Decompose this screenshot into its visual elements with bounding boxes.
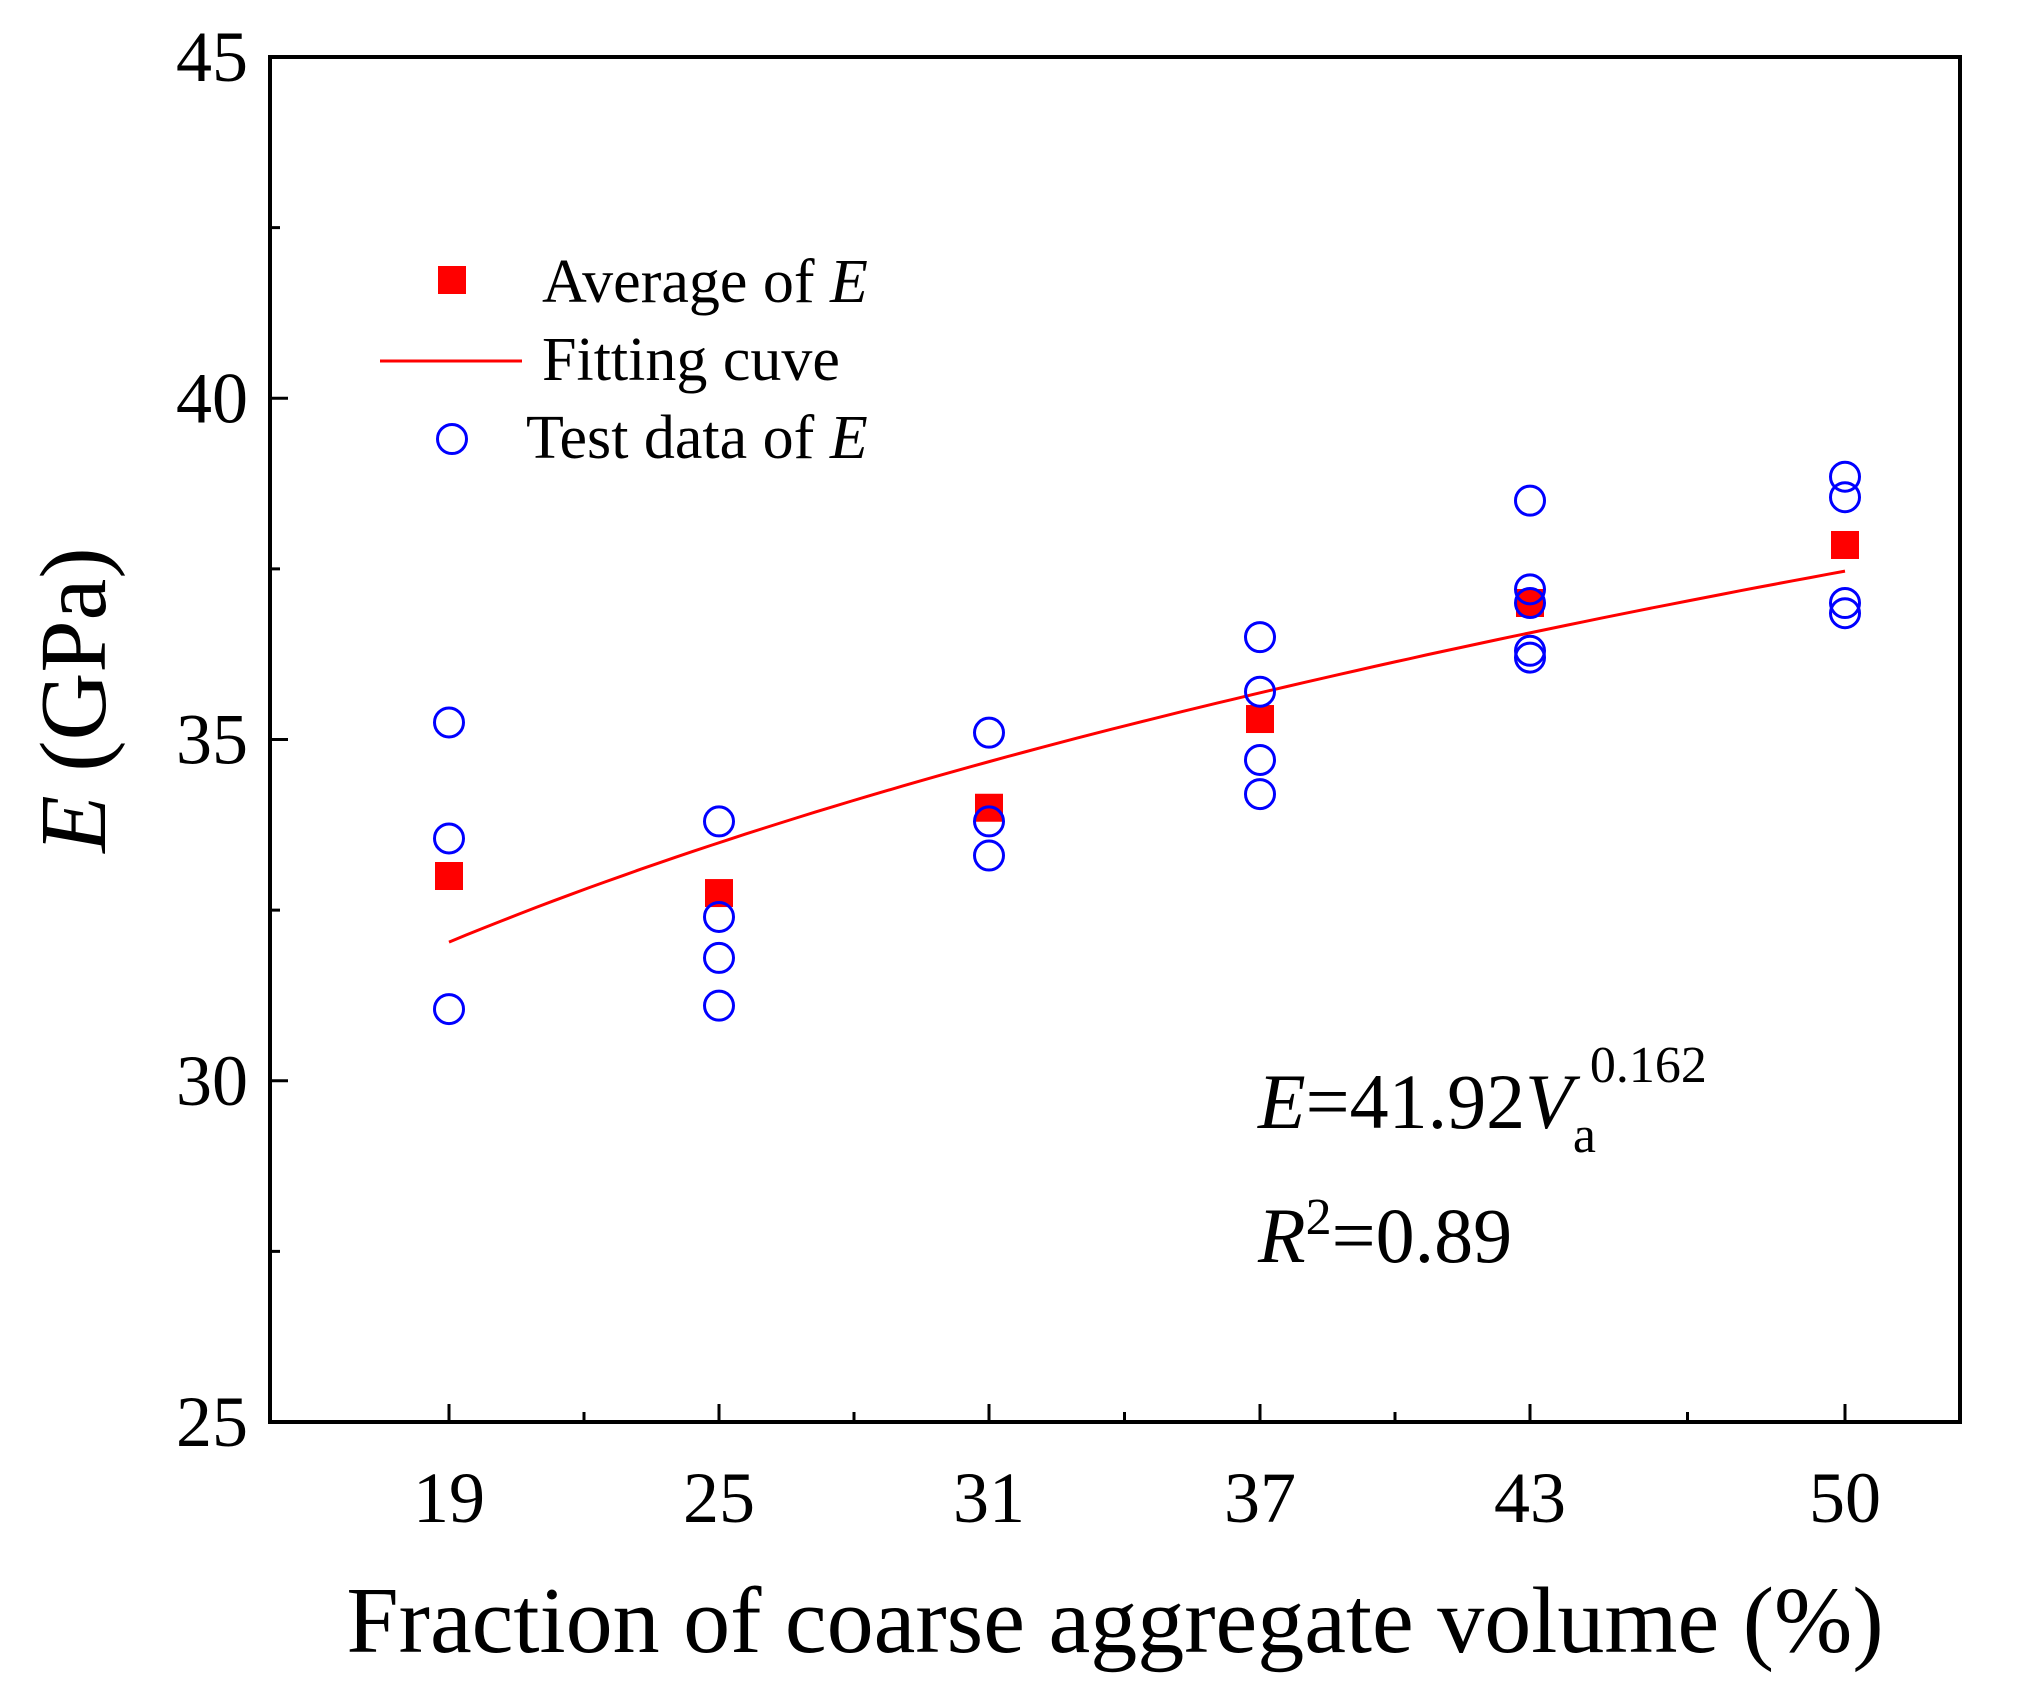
x-axis-title: Fraction of coarse aggregate volume (%) (346, 1569, 1883, 1673)
fit-equation: E=41.92Va0.162 (1257, 1037, 1707, 1164)
test-data-point (1244, 743, 1276, 776)
test-data-point (1514, 484, 1546, 517)
test-data-point (1514, 587, 1546, 619)
average-point (435, 862, 463, 890)
legend: Average of E Fitting cuve Test data of E (380, 248, 868, 472)
ticks-layer: 25 30 35 40 45 19 25 31 37 43 50 (176, 17, 1881, 1538)
test-data-point (973, 716, 1005, 749)
y-tick-label: 35 (176, 700, 248, 780)
test-data-point (703, 805, 735, 838)
test-data-point (703, 900, 735, 933)
y-tick-label: 45 (176, 17, 248, 97)
y-tick-label: 40 (176, 358, 248, 438)
x-tick-label: 31 (953, 1458, 1025, 1538)
test-data-point (703, 989, 735, 1022)
x-tick-label: 19 (413, 1458, 485, 1538)
legend-average-swatch (438, 266, 466, 294)
x-tick-label: 25 (683, 1458, 755, 1538)
test-data-point (1829, 481, 1861, 514)
test-data-point (1829, 597, 1861, 630)
test-data-point (433, 993, 465, 1026)
test-data-point (433, 822, 465, 855)
test-data-point (1514, 573, 1546, 606)
y-axis-title: E (GPa) (22, 547, 126, 854)
test-data-point (1829, 460, 1861, 493)
test-data-point (1244, 675, 1276, 708)
fitting-curve-line (448, 569, 1846, 944)
legend-test-swatch (436, 423, 468, 455)
test-data-point (973, 805, 1005, 838)
y-tick-label: 30 (176, 1041, 248, 1121)
legend-average-label: Average of E (542, 248, 868, 316)
test-data-point (703, 941, 735, 974)
x-tick-label: 43 (1494, 1458, 1566, 1538)
x-tick-label: 50 (1809, 1458, 1881, 1538)
average-point (1831, 530, 1859, 559)
test-data-point (1514, 641, 1546, 674)
test-data-point (1244, 621, 1276, 654)
test-data-point (973, 839, 1005, 872)
legend-fit-label: Fitting cuve (542, 326, 840, 394)
y-tick-label: 25 (176, 1382, 248, 1462)
test-data-point (433, 706, 465, 739)
x-tick-label: 37 (1224, 1458, 1296, 1538)
legend-test-label: Test data of E (526, 404, 868, 472)
test-data-point (1244, 778, 1276, 811)
fit-layer (448, 569, 1846, 944)
plot-frame (268, 55, 1962, 1424)
test-data-point (1829, 587, 1861, 619)
test-markers (433, 460, 1861, 1026)
average-point (1246, 705, 1274, 734)
test-data-point (1514, 634, 1546, 667)
r-squared: R2=0.89 (1257, 1189, 1512, 1279)
